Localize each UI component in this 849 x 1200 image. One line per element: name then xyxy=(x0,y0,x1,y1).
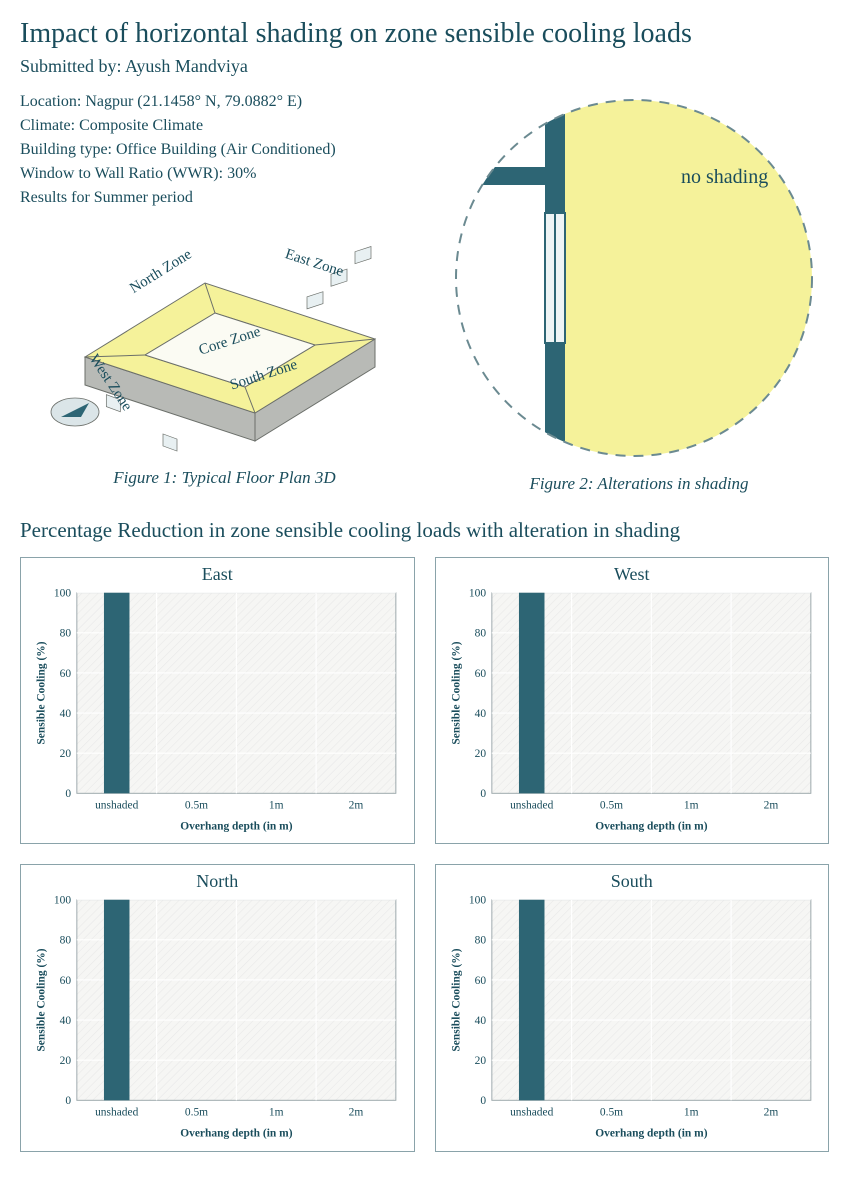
svg-text:0.5m: 0.5m xyxy=(599,800,622,812)
svg-text:20: 20 xyxy=(474,748,486,760)
svg-text:20: 20 xyxy=(60,748,72,760)
meta-location: Location: Nagpur (21.1458° N, 79.0882° E… xyxy=(20,93,429,111)
svg-text:Overhang depth (in m): Overhang depth (in m) xyxy=(180,821,292,833)
svg-text:East Zone: East Zone xyxy=(283,246,346,280)
svg-text:Sensible Cooling (%): Sensible Cooling (%) xyxy=(450,641,462,744)
chart-title: West xyxy=(446,564,819,585)
figure-1-caption: Figure 1: Typical Floor Plan 3D xyxy=(20,468,429,488)
figure-2-caption: Figure 2: Alterations in shading xyxy=(449,474,829,494)
svg-text:0: 0 xyxy=(65,788,71,800)
svg-text:Sensible Cooling (%): Sensible Cooling (%) xyxy=(450,949,462,1052)
svg-text:unshaded: unshaded xyxy=(95,800,139,812)
meta-wwr: Window to Wall Ratio (WWR): 30% xyxy=(20,165,429,183)
chart-west: West 0 20 40 60 80 100 unshaded 0.5m 1m 2m Overhang… xyxy=(435,557,830,844)
svg-text:80: 80 xyxy=(474,935,486,947)
svg-text:1m: 1m xyxy=(683,1107,698,1119)
svg-text:40: 40 xyxy=(60,1015,72,1027)
page-title: Impact of horizontal shading on zone sen… xyxy=(20,18,829,50)
submitted-by: Submitted by: Ayush Mandviya xyxy=(20,56,829,77)
svg-text:Overhang depth (in m): Overhang depth (in m) xyxy=(180,1128,292,1140)
top-row: Location: Nagpur (21.1458° N, 79.0882° E… xyxy=(20,93,829,494)
svg-text:100: 100 xyxy=(54,588,71,600)
svg-text:Overhang depth (in m): Overhang depth (in m) xyxy=(595,821,707,833)
svg-text:1m: 1m xyxy=(269,1107,284,1119)
svg-text:0: 0 xyxy=(480,1095,486,1107)
chart-svg: 0 20 40 60 80 100 unshaded 0.5m 1m 2m Overhang dep… xyxy=(31,587,404,835)
chart-north: North 0 20 40 60 80 100 unshaded 0.5m 1m 2m Overhan… xyxy=(20,864,415,1151)
chart-title: North xyxy=(31,871,404,892)
right-column: no shading Figure 2: Alterations in shad… xyxy=(449,93,829,494)
svg-text:Sensible Cooling (%): Sensible Cooling (%) xyxy=(35,641,47,744)
svg-text:2m: 2m xyxy=(349,800,364,812)
svg-text:unshaded: unshaded xyxy=(510,800,554,812)
meta-building: Building type: Office Building (Air Cond… xyxy=(20,141,429,159)
svg-text:0.5m: 0.5m xyxy=(185,1107,208,1119)
chart-svg: 0 20 40 60 80 100 unshaded 0.5m 1m 2m Overhang dep… xyxy=(31,894,404,1142)
svg-text:100: 100 xyxy=(54,895,71,907)
svg-text:60: 60 xyxy=(60,975,72,987)
svg-text:unshaded: unshaded xyxy=(510,1107,554,1119)
svg-text:North Zone: North Zone xyxy=(127,246,195,297)
svg-text:80: 80 xyxy=(474,628,486,640)
svg-text:no shading: no shading xyxy=(681,166,768,188)
svg-text:1m: 1m xyxy=(269,800,284,812)
svg-text:unshaded: unshaded xyxy=(95,1107,139,1119)
svg-text:60: 60 xyxy=(474,668,486,680)
svg-text:60: 60 xyxy=(60,668,72,680)
svg-text:20: 20 xyxy=(60,1055,72,1067)
svg-text:2m: 2m xyxy=(349,1107,364,1119)
svg-text:0.5m: 0.5m xyxy=(185,800,208,812)
shading-circle-svg: no shading xyxy=(449,93,819,463)
left-column: Location: Nagpur (21.1458° N, 79.0882° E… xyxy=(20,93,429,488)
svg-text:80: 80 xyxy=(60,628,72,640)
svg-text:80: 80 xyxy=(60,935,72,947)
svg-text:20: 20 xyxy=(474,1055,486,1067)
figure-1: North ZoneEast ZoneSouth ZoneWest ZoneCo… xyxy=(20,217,429,488)
meta-results: Results for Summer period xyxy=(20,189,429,207)
svg-text:100: 100 xyxy=(468,588,485,600)
svg-text:60: 60 xyxy=(474,975,486,987)
svg-text:100: 100 xyxy=(468,895,485,907)
chart-title: South xyxy=(446,871,819,892)
svg-text:Overhang depth (in m): Overhang depth (in m) xyxy=(595,1128,707,1140)
svg-text:2m: 2m xyxy=(763,1107,778,1119)
svg-text:0: 0 xyxy=(65,1095,71,1107)
svg-text:Sensible Cooling (%): Sensible Cooling (%) xyxy=(35,949,47,1052)
meta-climate: Climate: Composite Climate xyxy=(20,117,429,135)
chart-title: East xyxy=(31,564,404,585)
svg-text:2m: 2m xyxy=(763,800,778,812)
floorplan-svg: North ZoneEast ZoneSouth ZoneWest ZoneCo… xyxy=(45,217,405,457)
svg-text:40: 40 xyxy=(474,1015,486,1027)
chart-south: South 0 20 40 60 80 100 unshaded 0.5m 1m 2m Overhan… xyxy=(435,864,830,1151)
svg-text:1m: 1m xyxy=(683,800,698,812)
svg-text:40: 40 xyxy=(474,708,486,720)
chart-svg: 0 20 40 60 80 100 unshaded 0.5m 1m 2m Overhang dep… xyxy=(446,587,819,835)
section-heading: Percentage Reduction in zone sensible co… xyxy=(20,518,829,543)
chart-east: East 0 20 40 60 80 100 unshaded 0.5m 1m 2m Overhang… xyxy=(20,557,415,844)
chart-svg: 0 20 40 60 80 100 unshaded 0.5m 1m 2m Overhang dep… xyxy=(446,894,819,1142)
svg-text:40: 40 xyxy=(60,708,72,720)
svg-text:0: 0 xyxy=(480,788,486,800)
charts-grid: East 0 20 40 60 80 100 unshaded 0.5m 1m 2m Overhang… xyxy=(20,557,829,1152)
svg-text:0.5m: 0.5m xyxy=(599,1107,622,1119)
